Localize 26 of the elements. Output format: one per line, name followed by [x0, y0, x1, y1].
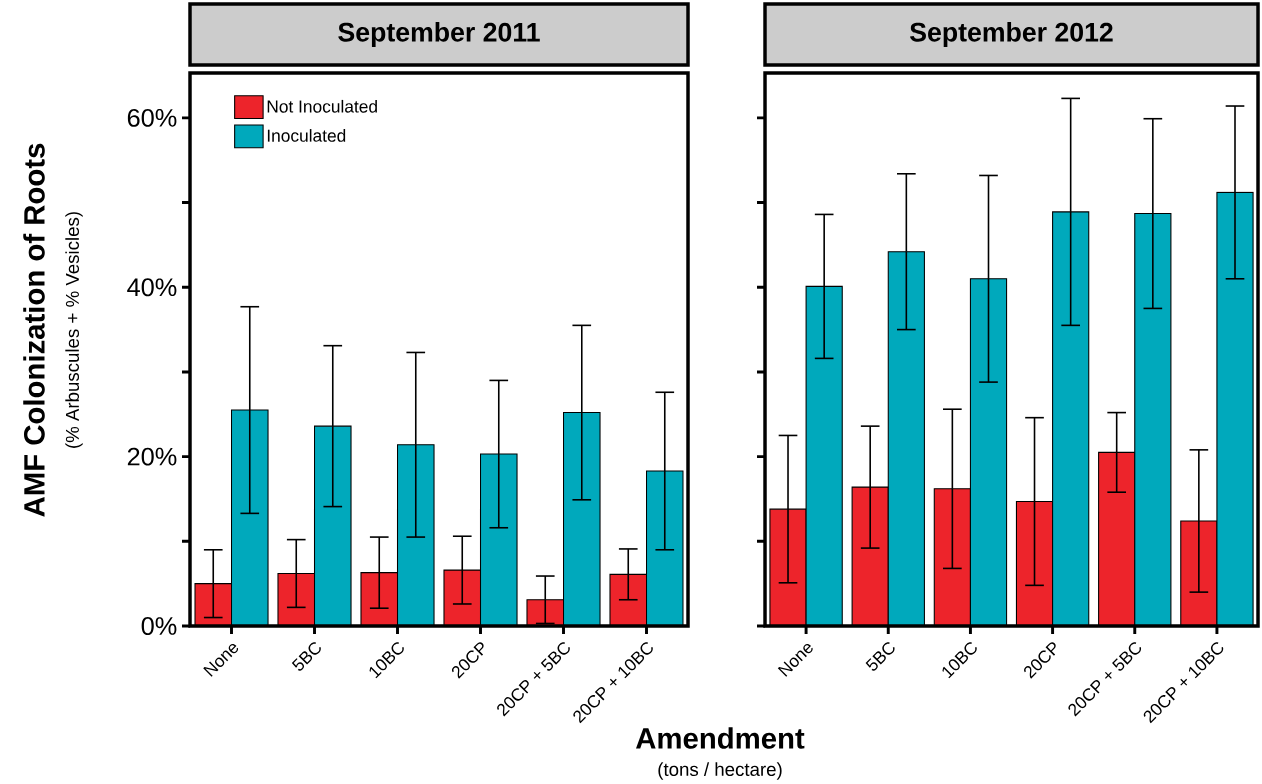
bar [806, 286, 843, 626]
bar [313, 425, 352, 626]
y-tick-label: 0% [141, 616, 177, 635]
bar [888, 251, 925, 626]
bar [562, 411, 601, 626]
bar [1052, 211, 1089, 626]
x-tick-label: 5BC [865, 642, 895, 671]
chart-title: September 2011 [338, 22, 540, 47]
text: (tons / hectare) [658, 762, 782, 780]
x-axis-title: Amendment [635, 727, 805, 749]
x-tick-label: 5BC [291, 642, 321, 671]
bar [1216, 191, 1254, 626]
bar [852, 487, 889, 626]
y-axis-title: AMF Colonization of Roots [23, 143, 45, 517]
bar [230, 409, 269, 626]
y-tick-label: 20% [127, 447, 177, 466]
text: (% Arbuscules + % Vesicles) [65, 212, 83, 448]
y-tick-label: 60% [127, 108, 177, 127]
bar [1098, 452, 1135, 626]
bar [1134, 213, 1171, 626]
legend-label: Inoculated [267, 129, 346, 142]
legend-label: Not Inoculated [267, 99, 377, 113]
chart-title: September 2012 [910, 22, 1113, 47]
y-tick-label: 40% [127, 278, 177, 297]
bar [479, 453, 518, 626]
bar [970, 278, 1007, 626]
